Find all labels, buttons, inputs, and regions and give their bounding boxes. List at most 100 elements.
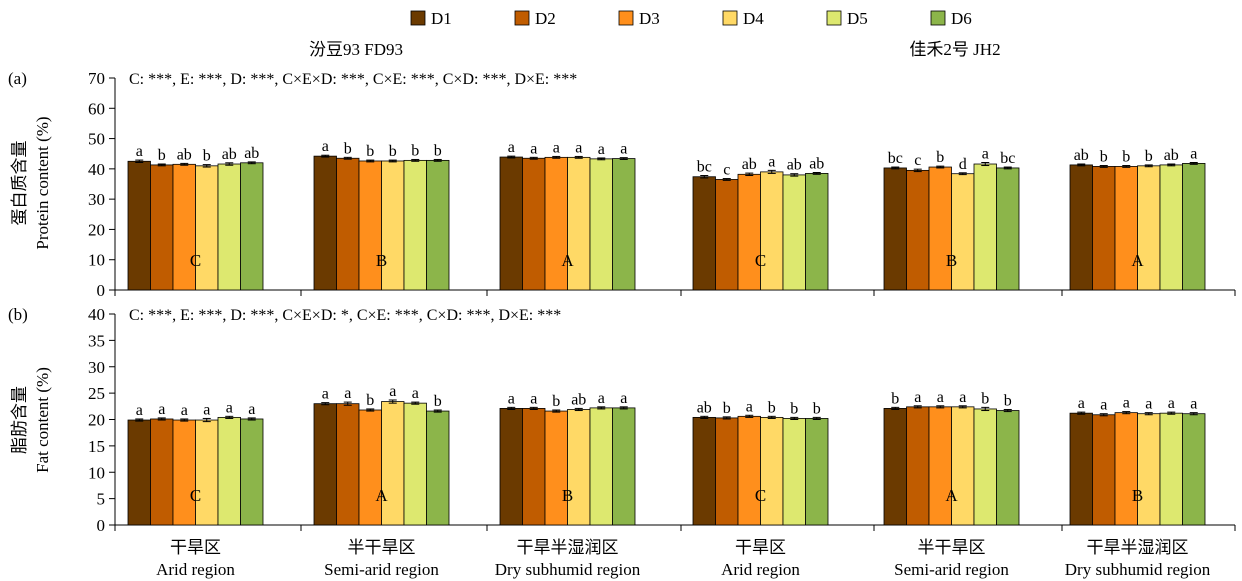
bar-d4 xyxy=(195,165,219,291)
bar-d3 xyxy=(172,419,196,526)
legend-swatch-d1 xyxy=(410,10,426,26)
significance-letter: a xyxy=(746,398,753,415)
bar-d4 xyxy=(567,156,591,291)
significance-letter: a xyxy=(226,399,233,416)
bar-d3 xyxy=(358,160,382,291)
bar-d4 xyxy=(1137,413,1161,526)
legend-label-d3: D3 xyxy=(639,9,660,28)
significance-letter: a xyxy=(412,385,419,402)
ytick-label: 30 xyxy=(88,358,105,377)
legend: D1 D2 D3 D4 D5 D6 xyxy=(410,9,972,28)
bar-d3 xyxy=(544,410,568,526)
bar-d1 xyxy=(692,416,716,526)
significance-letter: ab xyxy=(222,146,237,163)
significance-letter: a xyxy=(1078,395,1085,412)
bar-d2 xyxy=(150,164,174,291)
significance-letter: d xyxy=(959,156,967,173)
significance-letter: b xyxy=(813,400,821,417)
category-label-zh: 半干旱区 xyxy=(918,538,986,557)
significance-letter: b xyxy=(434,393,442,410)
significance-letter: a xyxy=(553,139,560,156)
bar-d4 xyxy=(381,401,405,526)
ytick-label: 50 xyxy=(88,130,105,149)
legend-swatch-d5 xyxy=(826,10,842,26)
significance-letter: b xyxy=(366,392,374,409)
category-label-zh: 干旱半湿润区 xyxy=(517,538,619,557)
significance-letter: ab xyxy=(697,399,712,416)
ytick-label: 40 xyxy=(88,305,105,324)
significance-letter: ab xyxy=(177,146,192,163)
bar-d3 xyxy=(358,409,382,526)
bar-d6 xyxy=(612,407,636,526)
significance-letter: a xyxy=(598,390,605,407)
significance-letter: b xyxy=(434,142,442,159)
ylabel-en-b: Fat content (%) xyxy=(33,367,52,473)
significance-letter: b xyxy=(411,142,419,159)
bar-d3 xyxy=(1114,412,1138,526)
significance-letter: a xyxy=(1145,396,1152,413)
bar-d6 xyxy=(805,172,829,291)
cultivar-label-jh2: 佳禾2号 JH2 xyxy=(909,40,1000,59)
region-letter: B xyxy=(376,251,387,270)
ylabel-zh-a: 蛋白质含量 xyxy=(10,141,29,226)
ytick-label: 10 xyxy=(88,251,105,270)
ytick-label: 40 xyxy=(88,160,105,179)
ytick-label: 20 xyxy=(88,411,105,430)
significance-letter: a xyxy=(136,402,143,419)
x-category-labels: 干旱区 Arid region 半干旱区 Semi-arid region 干旱半湿润区… xyxy=(156,538,1211,579)
significance-letter: a xyxy=(181,402,188,419)
significance-letter: a xyxy=(620,141,627,158)
bar-d1 xyxy=(883,408,907,526)
significance-letter: a xyxy=(322,386,329,403)
significance-letter: b xyxy=(552,393,560,410)
significance-letter: ab xyxy=(244,145,259,162)
bar-d5 xyxy=(589,407,613,526)
region-letter: C xyxy=(755,486,766,505)
significance-letter: ab xyxy=(787,157,802,174)
cultivar-label-fd93: 汾豆93 FD93 xyxy=(309,40,403,59)
bar-d2 xyxy=(906,406,930,526)
bar-d6 xyxy=(996,167,1020,291)
legend-swatch-d2 xyxy=(514,10,530,26)
bar-d4 xyxy=(951,406,975,526)
significance-letter: a xyxy=(575,139,582,156)
legend-swatch-d6 xyxy=(930,10,946,26)
significance-letter: a xyxy=(203,401,210,418)
significance-letter: bc xyxy=(697,159,712,176)
bar-d1 xyxy=(499,156,523,291)
region-letter: B xyxy=(1132,486,1143,505)
ytick-label: 0 xyxy=(97,281,106,300)
bar-d2 xyxy=(522,408,546,526)
bar-d5 xyxy=(403,402,427,526)
legend-swatch-d3 xyxy=(618,10,634,26)
bar-d3 xyxy=(928,166,952,291)
significance-letter: bc xyxy=(888,150,903,167)
bar-d6 xyxy=(426,159,450,291)
region-letter: A xyxy=(945,486,958,505)
bar-d5 xyxy=(589,158,613,291)
legend-label-d5: D5 xyxy=(847,9,868,28)
bar-d5 xyxy=(782,418,806,526)
region-letter: C xyxy=(755,251,766,270)
significance-letter: b xyxy=(790,400,798,417)
bar-d3 xyxy=(737,173,761,291)
bar-d3 xyxy=(737,415,761,526)
bar-d4 xyxy=(760,416,784,526)
bar-d1 xyxy=(883,167,907,291)
bar-d3 xyxy=(544,156,568,291)
bar-d1 xyxy=(313,403,337,526)
stats-text-b: C: ***, E: ***, D: ***, C×E×D: *, C×E: *… xyxy=(129,307,561,324)
bar-d2 xyxy=(336,157,360,291)
significance-letter: b xyxy=(366,143,374,160)
significance-letter: a xyxy=(620,390,627,407)
bar-d4 xyxy=(951,173,975,291)
category-label-en: Dry subhumid region xyxy=(1065,560,1211,579)
significance-letter: a xyxy=(914,389,921,406)
bar-d6 xyxy=(1182,163,1206,291)
bar-d4 xyxy=(567,409,591,526)
ytick-label: 0 xyxy=(97,516,106,535)
bar-d1 xyxy=(127,160,151,291)
ytick-label: 10 xyxy=(88,463,105,482)
significance-letter: ab xyxy=(742,156,757,173)
